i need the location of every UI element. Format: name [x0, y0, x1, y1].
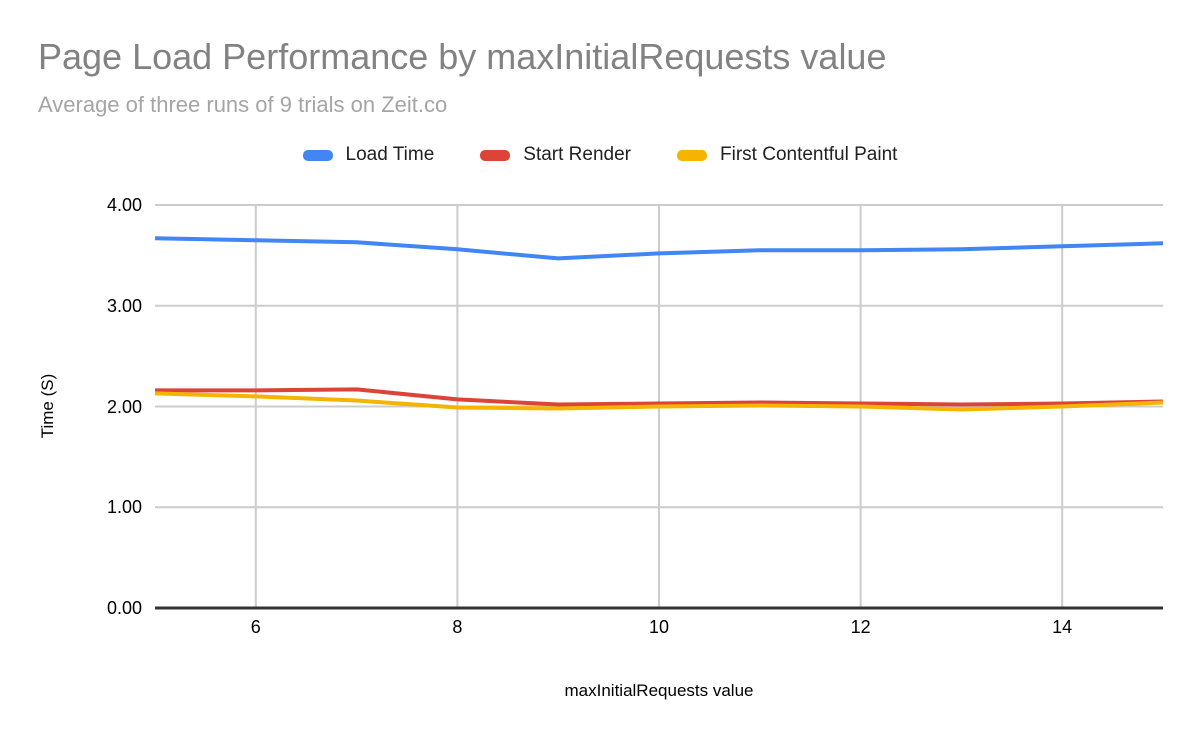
- legend-item-start-render: Start Render: [480, 144, 631, 166]
- legend-swatch-start-render: [480, 149, 511, 161]
- legend-item-first-contentful-paint: First Contentful Paint: [677, 144, 897, 166]
- x-tick-label-10: 10: [648, 617, 670, 637]
- legend-item-load-time: Load Time: [302, 144, 435, 166]
- y-tick-label-0.00: 0.00: [106, 598, 142, 618]
- x-axis-title: maxInitialRequests value: [564, 681, 754, 700]
- series-line-load-time: [154, 236, 1164, 261]
- y-tick-label-2.00: 2.00: [106, 396, 142, 417]
- y-tick-label-1.00: 1.00: [106, 497, 142, 518]
- legend-swatch-load-time: [302, 149, 333, 161]
- legend-label-first-contentful-paint: First Contentful Paint: [720, 144, 898, 165]
- x-tick-label-14: 14: [1052, 617, 1073, 637]
- x-tick-label-12: 12: [850, 617, 871, 637]
- legend-label-start-render: Start Render: [523, 144, 632, 165]
- legend: Load Time Start Render First Contentful …: [0, 144, 1200, 166]
- chart-subtitle: Average of three runs of 9 trials on Zei…: [38, 92, 448, 117]
- x-tick-label-8: 8: [452, 617, 463, 637]
- y-axis-title: Time (S): [38, 373, 57, 439]
- series-line-start-render: [155, 387, 1164, 407]
- chart-title: Page Load Performance by maxInitialReque…: [38, 36, 887, 77]
- x-tick-label-6: 6: [250, 617, 261, 637]
- series-line-first-contentful-paint: [154, 391, 1164, 412]
- legend-label-load-time: Load Time: [345, 144, 435, 165]
- legend-swatch-first-contentful-paint: [677, 149, 708, 161]
- y-tick-label-4.00: 4.00: [106, 195, 142, 215]
- y-tick-label-3.00: 3.00: [106, 295, 142, 316]
